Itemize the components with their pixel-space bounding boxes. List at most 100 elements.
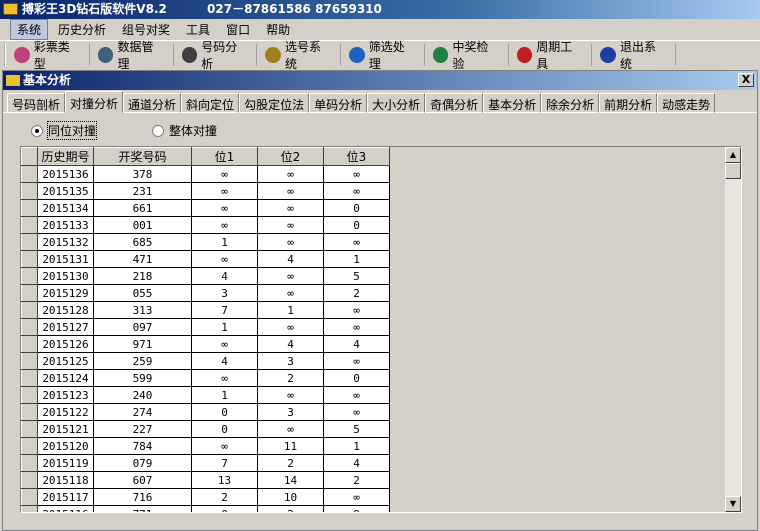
menu-item[interactable]: 历史分析 — [58, 23, 107, 37]
row-indicator[interactable] — [21, 471, 38, 489]
table-row[interactable]: 2015132 685 1 ∞ ∞ — [21, 233, 390, 251]
column-header[interactable]: 开奖号码 — [93, 147, 192, 166]
table-row[interactable]: 2015134 661 ∞ ∞ 0 — [21, 199, 390, 217]
radio-button[interactable] — [152, 124, 165, 137]
column-header[interactable]: 位2 — [257, 147, 324, 166]
row-indicator[interactable] — [21, 505, 38, 512]
tab[interactable]: 动感走势 — [657, 93, 716, 113]
column-header[interactable]: 历史期号 — [37, 147, 94, 166]
row-indicator[interactable] — [21, 250, 38, 268]
row-indicator[interactable] — [21, 318, 38, 336]
row-indicator[interactable] — [21, 199, 38, 217]
table-row[interactable]: 2015136 378 ∞ ∞ ∞ — [21, 165, 390, 183]
toolbar-button[interactable]: 筛选处理 — [341, 40, 425, 71]
row-indicator[interactable] — [21, 335, 38, 353]
scroll-up-button[interactable]: ▲ — [725, 147, 741, 163]
column-header[interactable]: 位3 — [323, 147, 390, 166]
row-indicator[interactable] — [21, 420, 38, 438]
tab[interactable]: 通道分析 — [123, 93, 182, 113]
scroll-thumb[interactable] — [725, 163, 741, 179]
toolbar-button[interactable]: 中奖检验 — [425, 40, 509, 71]
row-indicator[interactable] — [21, 403, 38, 421]
row-indicator[interactable] — [21, 488, 38, 506]
table-cell: 2015127 — [37, 318, 94, 336]
menu-item[interactable]: 工具 — [186, 23, 211, 37]
globe-icon — [265, 46, 281, 63]
toolbar-button[interactable]: 号码分析 — [174, 40, 258, 71]
row-indicator[interactable] — [21, 182, 38, 200]
table-row[interactable]: 2015118 607 13 14 2 — [21, 471, 390, 489]
tab[interactable]: 基本分析 — [483, 93, 542, 113]
menu-item[interactable]: 组号对奖 — [122, 23, 171, 37]
table-row[interactable]: 2015123 240 1 ∞ ∞ — [21, 386, 390, 404]
tab[interactable]: 单码分析 — [309, 93, 368, 113]
table-row[interactable]: 2015133 001 ∞ ∞ 0 — [21, 216, 390, 234]
row-indicator-header — [21, 147, 38, 166]
table-row[interactable]: 2015127 097 1 ∞ ∞ — [21, 318, 390, 336]
radio-same-position[interactable]: 同位对撞 — [31, 121, 98, 140]
table-row[interactable]: 2015119 079 7 2 4 — [21, 454, 390, 472]
radio-overall[interactable]: 整体对撞 — [152, 122, 217, 139]
row-indicator[interactable] — [21, 284, 38, 302]
scroll-down-button[interactable]: ▼ — [725, 496, 741, 512]
row-indicator[interactable] — [21, 352, 38, 370]
toolbar-button[interactable]: 选号系统 — [257, 40, 341, 71]
row-indicator[interactable] — [21, 216, 38, 234]
table-cell: 2015126 — [37, 335, 94, 353]
table-row[interactable]: 2015129 055 3 ∞ 2 — [21, 284, 390, 302]
toolbar-button-label: 退出系统 — [619, 39, 656, 71]
tab[interactable]: 大小分析 — [367, 93, 426, 113]
tab[interactable]: 除余分析 — [541, 93, 600, 113]
toolbar-button[interactable]: 彩票类型 — [6, 40, 90, 71]
table-row[interactable]: 2015131 471 ∞ 4 1 — [21, 250, 390, 268]
tab[interactable]: 奇偶分析 — [425, 93, 484, 113]
row-indicator[interactable] — [21, 369, 38, 387]
table-row[interactable]: 2015121 227 0 ∞ 5 — [21, 420, 390, 438]
table-row[interactable]: 2015135 231 ∞ ∞ ∞ — [21, 182, 390, 200]
toolbar-button[interactable]: 数据管理 — [90, 40, 174, 71]
close-button[interactable]: X — [738, 73, 754, 87]
toolbar: 彩票类型 数据管理 号码分析 选号系统 筛选处理 中奖检验 周期工具 退出系统 — [4, 40, 676, 71]
menu-item[interactable]: 窗口 — [226, 23, 251, 37]
table-row[interactable]: 2015116771029 — [21, 505, 390, 512]
row-indicator[interactable] — [21, 165, 38, 183]
toolbar-button-label: 数据管理 — [117, 39, 154, 71]
table-row[interactable]: 2015125 259 4 3 ∞ — [21, 352, 390, 370]
table-row[interactable]: 2015128 313 7 1 ∞ — [21, 301, 390, 319]
table-row[interactable]: 2015126 971 ∞ 4 4 — [21, 335, 390, 353]
toolbar-button-label: 中奖检验 — [452, 39, 489, 71]
menu-item[interactable]: 系统 — [10, 19, 49, 40]
tab[interactable]: 号码剖析 — [7, 93, 66, 113]
table-cell: 4 — [323, 335, 390, 353]
row-indicator[interactable] — [21, 386, 38, 404]
table-row[interactable]: 2015117 716 2 10 ∞ — [21, 488, 390, 506]
tab[interactable]: 对撞分析 — [65, 91, 124, 113]
row-indicator[interactable] — [21, 233, 38, 251]
tab[interactable]: 前期分析 — [599, 93, 658, 113]
table-cell: ∞ — [257, 216, 324, 234]
menu-item[interactable]: 帮助 — [266, 23, 291, 37]
table-cell: 2015117 — [37, 488, 94, 506]
table-row[interactable]: 2015124 599 ∞ 2 0 — [21, 369, 390, 387]
toolbar-button-label: 选号系统 — [284, 39, 321, 71]
table-row[interactable]: 2015122 274 0 3 ∞ — [21, 403, 390, 421]
table-cell: 0 — [323, 199, 390, 217]
table-cell: 079 — [93, 454, 192, 472]
row-indicator[interactable] — [21, 454, 38, 472]
vertical-scrollbar[interactable]: ▲ ▼ — [725, 147, 741, 512]
basic-analysis-window: 基本分析 X 号码剖析 对撞分析 通道分析 斜向定位 勾股定位法 单码分析 大小分析 奇偶分析… — [2, 70, 758, 531]
row-indicator[interactable] — [21, 267, 38, 285]
table-row[interactable]: 2015130 218 4 ∞ 5 — [21, 267, 390, 285]
column-header[interactable]: 位1 — [191, 147, 258, 166]
tab[interactable]: 斜向定位 — [181, 93, 240, 113]
window-title-bar: 基本分析 X — [3, 71, 757, 90]
row-indicator[interactable] — [21, 437, 38, 455]
table-cell: 274 — [93, 403, 192, 421]
tab[interactable]: 勾股定位法 — [239, 93, 310, 113]
table-cell: ∞ — [257, 386, 324, 404]
radio-button-checked[interactable] — [31, 124, 43, 137]
toolbar-button[interactable]: 退出系统 — [592, 40, 676, 71]
row-indicator[interactable] — [21, 301, 38, 319]
toolbar-button[interactable]: 周期工具 — [509, 40, 593, 71]
table-row[interactable]: 2015120 784 ∞ 11 1 — [21, 437, 390, 455]
